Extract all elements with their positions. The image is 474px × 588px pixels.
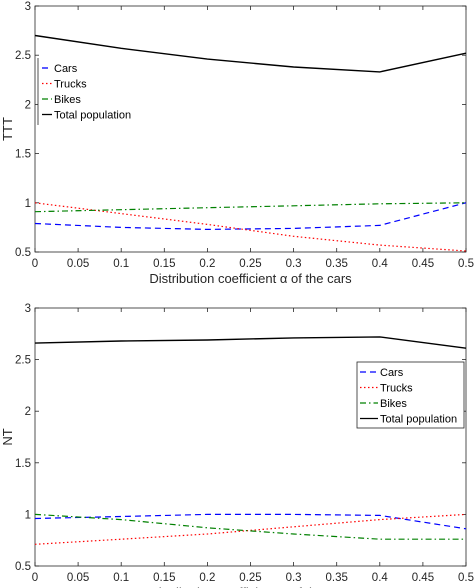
y-tick-label: 2.5 xyxy=(15,355,31,367)
series-line-trucks xyxy=(34,202,467,252)
legend-label: Trucks xyxy=(380,383,413,395)
y-tick-label: 2 xyxy=(25,99,31,111)
x-tick-label: 0.1 xyxy=(113,572,129,584)
chart-panel-ttt: 0 0.05 0.1 0.15 0.2 0.25 0.3 0.35 0.4 0.45 0.5 0.5 1… xyxy=(0,1,474,286)
y-tick-label: 3 xyxy=(25,1,31,13)
x-tick-label: 0.5 xyxy=(458,572,474,584)
x-tick-label: 0.25 xyxy=(239,258,261,270)
chart-panel-nt: 0 0.05 0.1 0.15 0.2 0.25 0.3 0.35 0.4 0.45 0.5 0.5 1… xyxy=(0,303,474,588)
x-tick-label: 0.4 xyxy=(372,572,389,584)
x-tick-label: 0.5 xyxy=(458,258,474,270)
x-tick-label: 0.45 xyxy=(412,258,434,270)
y-tick-label: 1.5 xyxy=(15,149,31,161)
x-tick-label: 0.35 xyxy=(326,258,348,270)
legend: Cars Trucks Bikes Total population xyxy=(356,361,465,429)
y-tick-label: 1 xyxy=(25,509,31,521)
x-tick-label: 0.15 xyxy=(153,258,175,270)
legend-box xyxy=(356,361,465,429)
x-tick-label: 0.25 xyxy=(239,572,261,584)
x-tick-label: 0.05 xyxy=(67,258,89,270)
x-axis-title: Distribution coefficient α of the cars xyxy=(149,585,352,588)
series-line-cars xyxy=(34,202,467,231)
x-tick-label: 0.45 xyxy=(412,572,434,584)
y-tick-label: 1 xyxy=(25,198,31,210)
x-tick-label: 0.35 xyxy=(326,572,348,584)
y-tick-label: 0.5 xyxy=(15,561,31,573)
y-axis-title: NT xyxy=(0,428,15,445)
series-line-total-population xyxy=(34,336,467,349)
y-tick-label: 2 xyxy=(25,406,31,418)
x-tick-label: 0 xyxy=(32,572,38,584)
x-axis-title: Distribution coefficient α of the cars xyxy=(149,271,352,286)
series-line-cars xyxy=(34,513,467,530)
y-tick-label: 3 xyxy=(25,303,31,315)
series-line-bikes xyxy=(34,202,467,213)
legend-label: Cars xyxy=(54,63,78,75)
x-tick-label: 0.1 xyxy=(113,258,129,270)
legend-label: Bikes xyxy=(380,398,407,410)
series-line-bikes xyxy=(34,513,466,540)
legend-label: Cars xyxy=(380,367,404,379)
legend-label: Trucks xyxy=(54,79,87,91)
x-tick-label: 0.2 xyxy=(199,258,215,270)
y-tick-label: 0.5 xyxy=(15,247,31,259)
legend-label: Bikes xyxy=(54,94,81,106)
series-line-total-population xyxy=(34,34,467,73)
y-axis-title: TTT xyxy=(0,117,15,141)
x-tick-label: 0.15 xyxy=(153,572,175,584)
y-tick-label: 2.5 xyxy=(15,50,31,62)
x-tick-label: 0.4 xyxy=(372,258,389,270)
x-tick-label: 0 xyxy=(32,258,38,270)
legend-background xyxy=(38,58,146,125)
y-tick-label: 1.5 xyxy=(15,458,31,470)
legend-label: Total population xyxy=(380,414,457,426)
x-tick-label: 0.2 xyxy=(199,572,215,584)
plot-area-frame xyxy=(34,5,467,253)
x-tick-label: 0.3 xyxy=(286,572,302,584)
x-tick-label: 0.05 xyxy=(67,572,89,584)
legend: Cars Trucks Bikes Total population xyxy=(37,58,146,125)
plot-area-frame xyxy=(34,307,467,567)
legend-label: Total population xyxy=(54,110,131,122)
x-tick-label: 0.3 xyxy=(286,258,302,270)
series-line-trucks xyxy=(34,513,467,545)
